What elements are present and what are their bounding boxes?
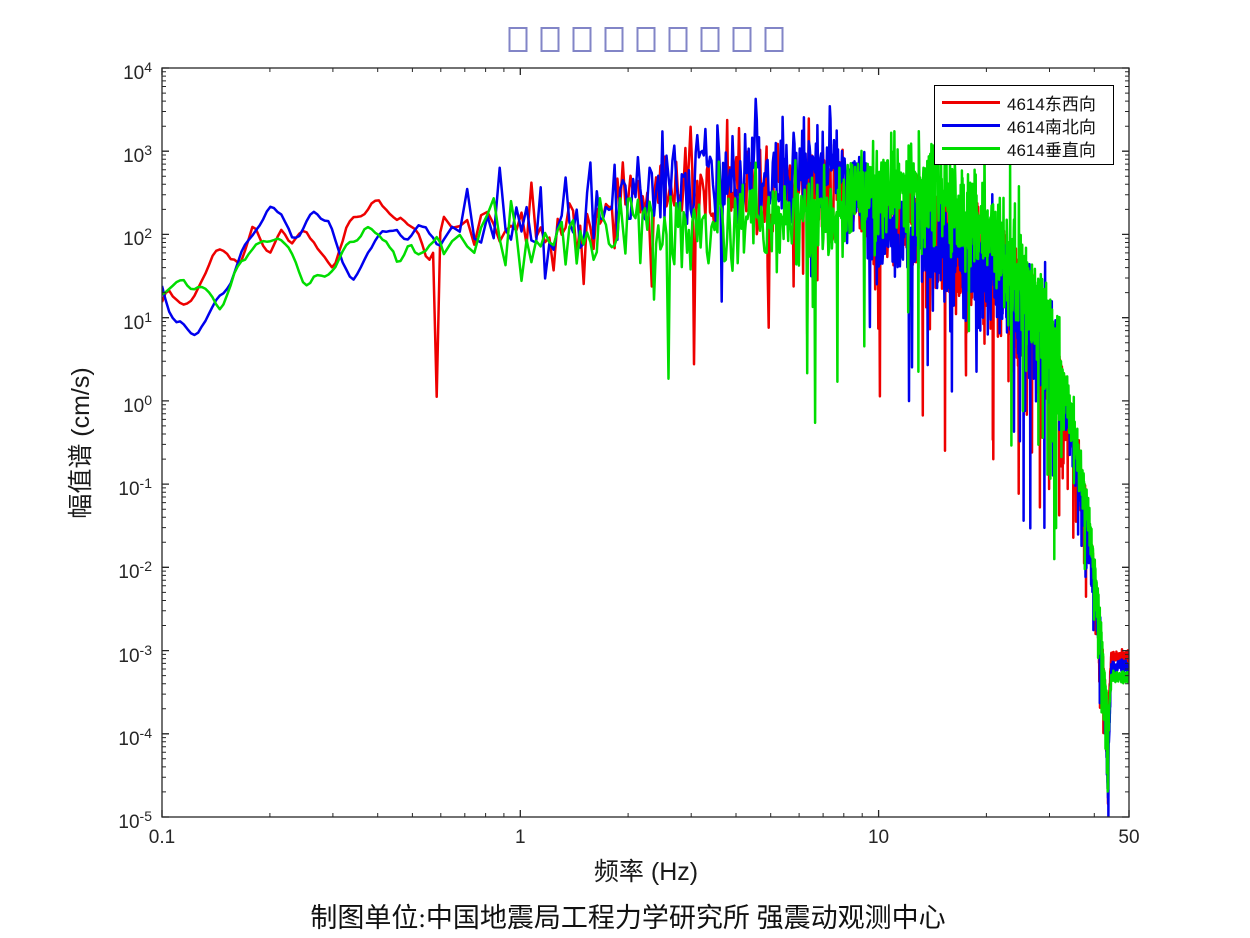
y-tick-label: 100 [123,391,152,417]
legend-item-0: 4614东西向 [935,91,1113,114]
legend-item-1: 4614南北向 [935,114,1113,137]
title-glyph-box [540,27,560,52]
legend-line-swatch [942,101,1000,104]
y-tick-label: 10-1 [118,475,152,501]
legend-item-2: 4614垂直向 [935,137,1113,160]
y-axis-label: 幅值谱 (cm/s) [67,367,95,519]
x-tick-label: 50 [1118,827,1140,848]
legend-line-swatch [942,124,1000,127]
legend-label: 4614南北向 [1007,118,1096,137]
title-glyph-box [636,27,656,52]
x-tick-label: 1 [514,827,526,848]
title-glyph-box [668,27,688,52]
title-glyph-box [604,27,624,52]
legend-label: 4614东西向 [1007,95,1096,114]
y-tick-label: 10-2 [118,558,152,584]
y-tick-label: 104 [123,59,152,84]
title-glyph-box [764,27,784,52]
y-tick-label: 10-4 [118,724,152,750]
y-tick-label: 10-3 [118,641,152,667]
chart-title-glyph-boxes [508,27,784,52]
y-tick-label: 102 [123,225,152,251]
title-glyph-box [508,27,528,52]
legend-label: 4614垂直向 [1007,141,1096,160]
legend-line-swatch [942,147,1000,150]
x-axis-label: 频率 (Hz) [593,858,699,886]
x-tick-label: 10 [867,827,890,848]
title-glyph-box [700,27,720,52]
title-glyph-box [732,27,752,52]
minor-ticks [162,68,1129,817]
legend: 4614东西向 4614南北向 4614垂直向 [934,85,1114,165]
y-tick-label: 103 [123,142,152,168]
series-line-2 [162,119,1129,793]
title-glyph-box [572,27,592,52]
y-tick-label: 101 [123,308,152,334]
x-tick-label: 0.1 [148,827,176,848]
axes-box [161,67,1130,818]
y-tick-label: 10-5 [118,808,152,833]
figure-caption: 制图单位:中国地震局工程力学研究所 强震动观测中心 [310,903,946,933]
